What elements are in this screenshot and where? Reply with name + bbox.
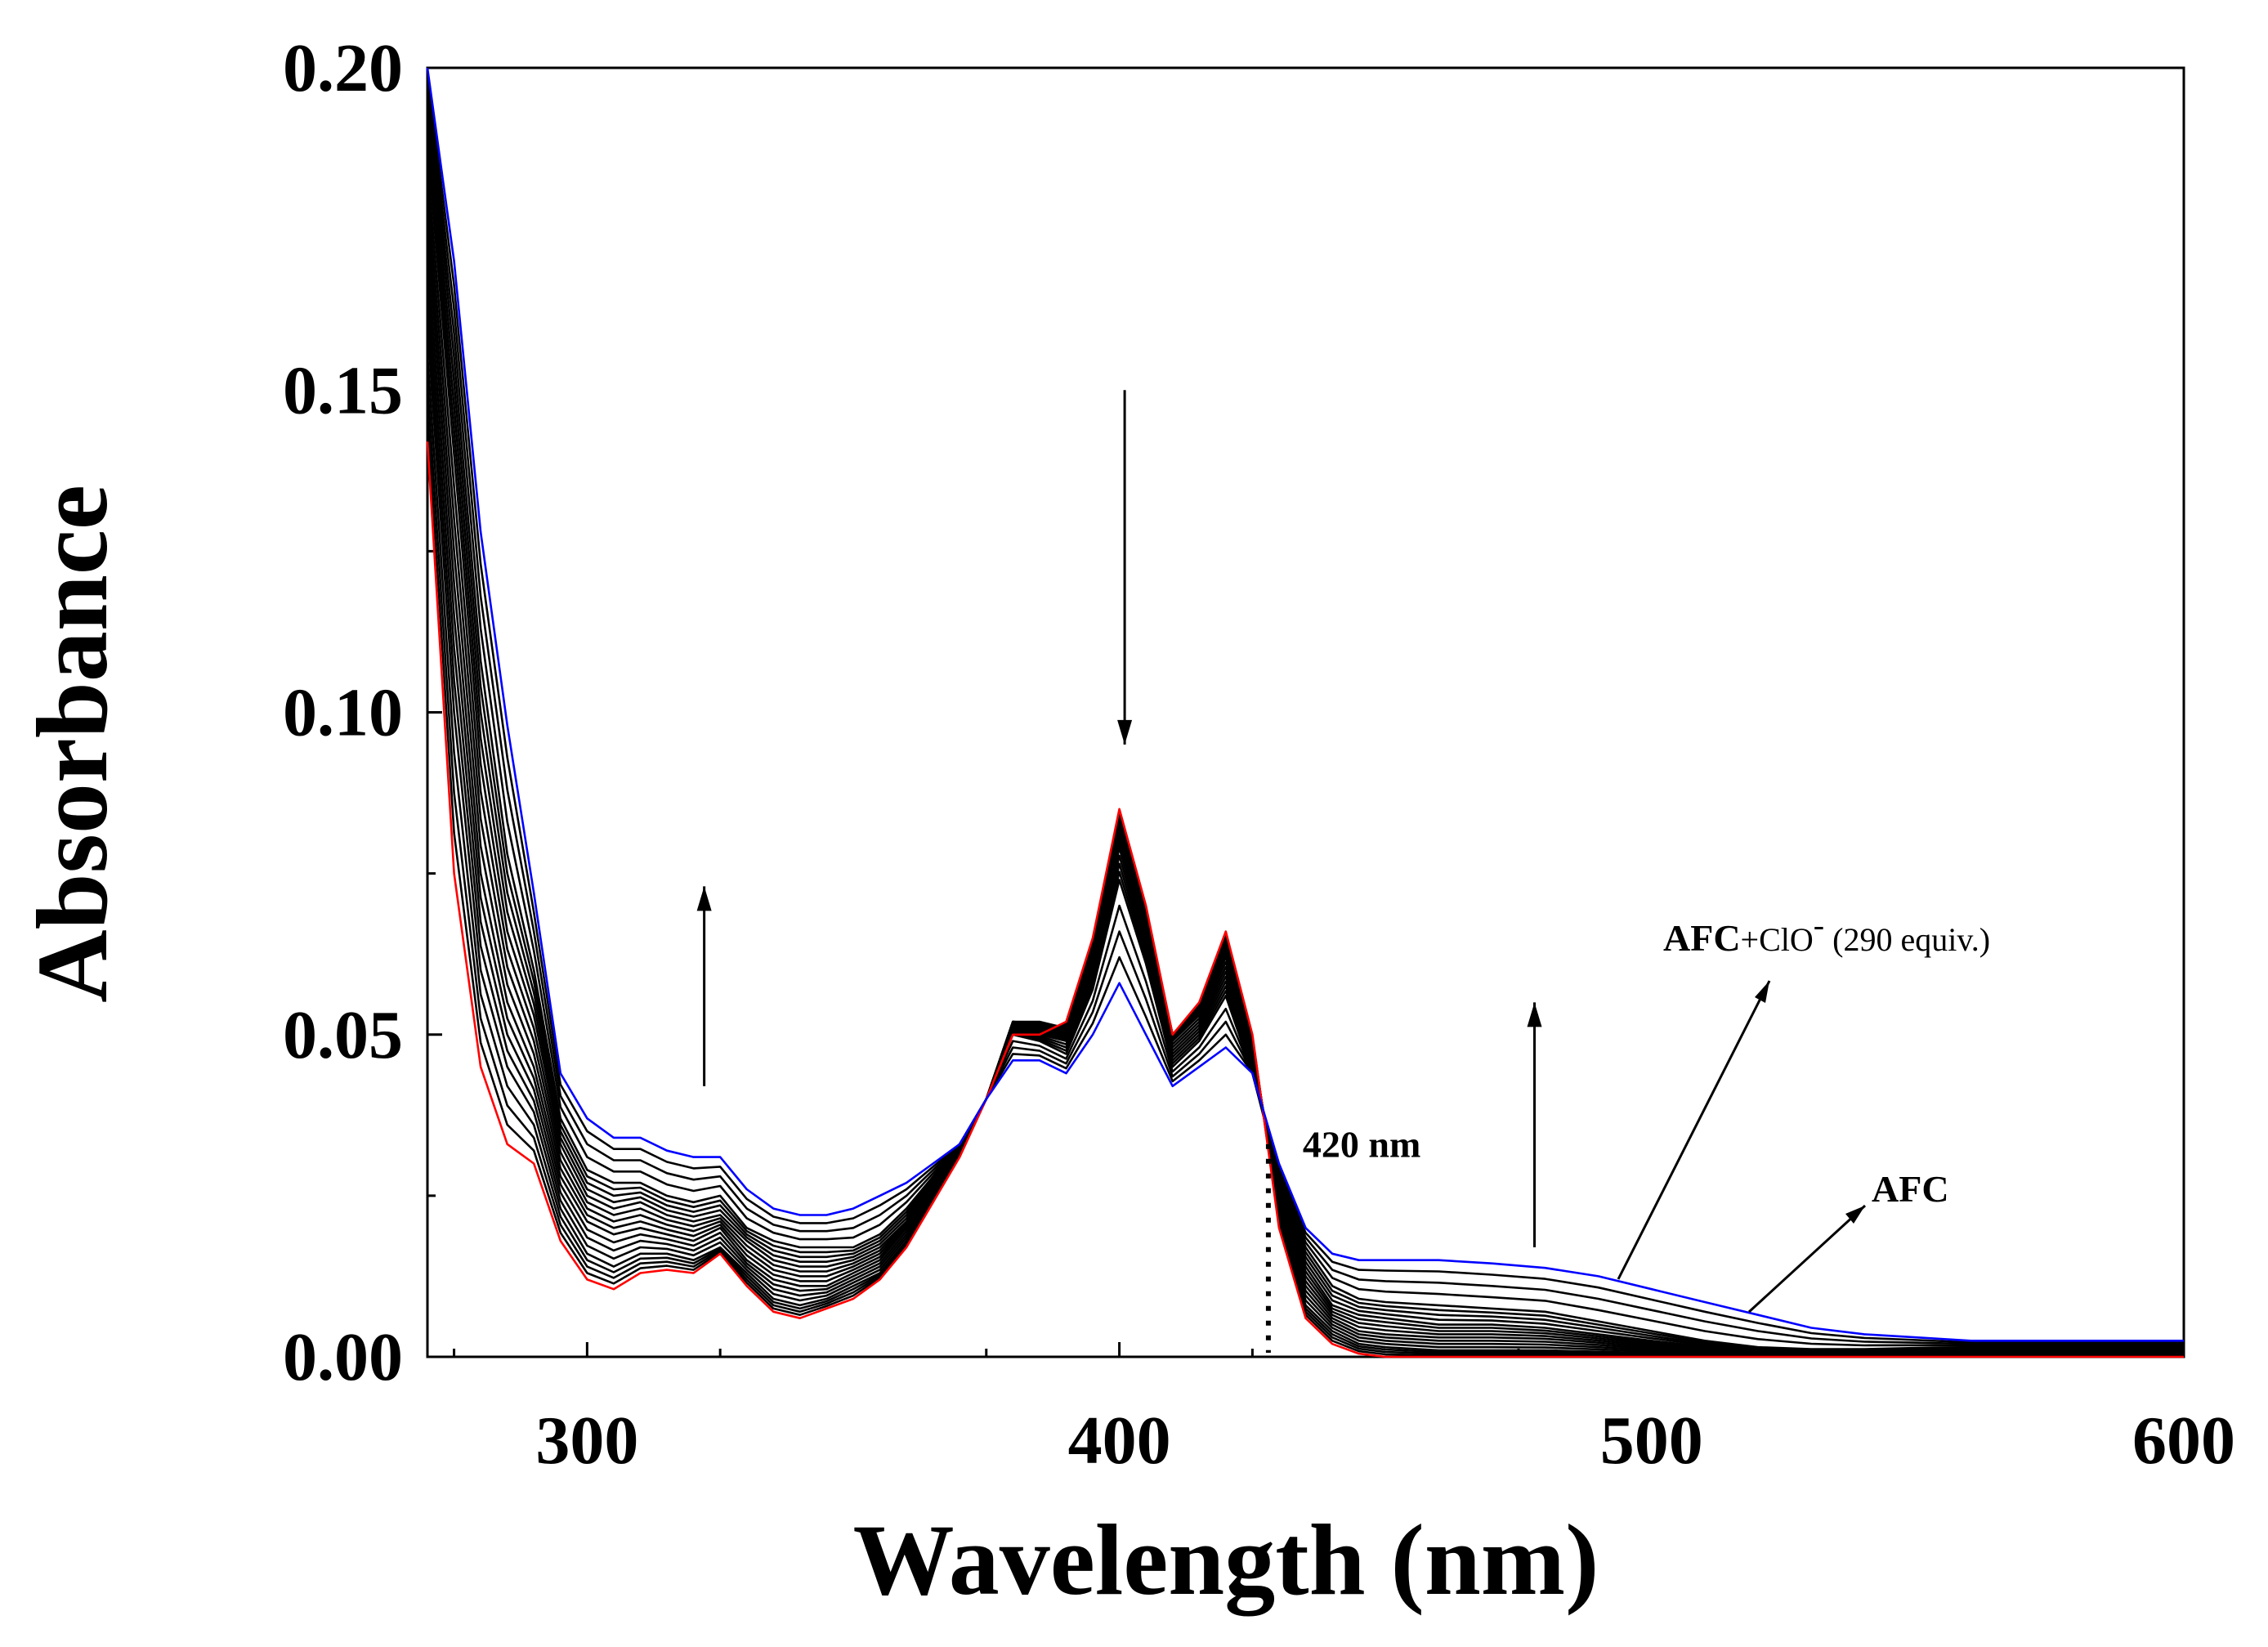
y-axis-title: Absorbance (16, 485, 128, 1003)
initial-spectrum-curve (426, 441, 2184, 1358)
titration-curve-interpolated (426, 412, 2184, 1358)
final-spectrum-callout: AFC+ClO- (290 equiv.) (1617, 906, 1990, 1280)
y-tick-label: 0.05 (283, 997, 403, 1073)
initial-callout-arrowhead (1845, 1206, 1865, 1224)
titration-curve (426, 93, 2184, 1350)
final-spectrum-curve (426, 67, 2184, 1342)
final-label-bold: AFC (1663, 917, 1741, 959)
titration-curve (426, 145, 2184, 1353)
y-tick-label: 0.15 (283, 352, 403, 428)
isosbestic-label: 420 nm (1303, 1124, 1420, 1166)
x-tick-label: 500 (1600, 1403, 1703, 1479)
y-tick-label: 0.10 (283, 675, 403, 751)
final-label-tail: (290 equiv.) (1824, 921, 1990, 958)
x-tick-label: 600 (2132, 1403, 2235, 1479)
x-tick-label: 400 (1068, 1403, 1171, 1479)
titration-curve (426, 229, 2184, 1355)
titration-curve (426, 325, 2184, 1356)
titration-curve-interpolated (426, 87, 2184, 1347)
spectra-series (426, 67, 2184, 1358)
final-callout-arrowhead (1755, 981, 1769, 1003)
increase-arrow-480-head (1527, 1002, 1542, 1027)
titration-curve-interpolated (426, 119, 2184, 1352)
initial-spectrum-callout: AFC (1747, 1168, 1949, 1314)
final-label-rest: +ClO (1741, 921, 1814, 958)
titration-curve-interpolated (426, 80, 2184, 1345)
titration-curve-interpolated (426, 106, 2184, 1351)
y-tick-label: 0.00 (283, 1319, 403, 1395)
y-tick-label: 0.20 (283, 30, 403, 106)
x-tick-labels: 300 400 500 600 (535, 1403, 2235, 1479)
trend-arrows (696, 390, 1542, 1247)
titration-curve-interpolated (426, 74, 2184, 1344)
final-spectrum-label: AFC+ClO- (290 equiv.) (1663, 906, 1990, 959)
increase-arrow-320-head (696, 886, 712, 911)
initial-spectrum-label: AFC (1872, 1168, 1949, 1210)
titration-curve-interpolated (426, 132, 2184, 1353)
x-axis-title: Wavelength (nm) (853, 1504, 1599, 1617)
final-callout-line (1617, 980, 1771, 1280)
final-label-sup: - (1814, 906, 1824, 943)
decrease-arrow-400-head (1117, 719, 1133, 745)
y-tick-labels: 0.00 0.05 0.10 0.15 0.20 (283, 30, 403, 1395)
titration-curve-interpolated (426, 383, 2184, 1358)
initial-callout-line (1747, 1204, 1867, 1314)
x-tick-label: 300 (535, 1403, 638, 1479)
